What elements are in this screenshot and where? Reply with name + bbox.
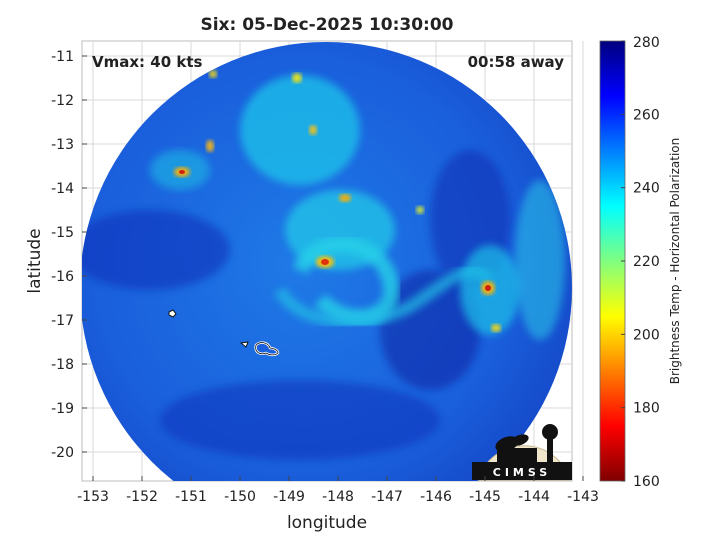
warm-spot-northwest <box>206 140 214 152</box>
y-tick-label: -16 <box>51 269 74 285</box>
colorbar-tick-label: 240 <box>633 181 660 197</box>
colorbar-tick-label: 280 <box>633 35 660 51</box>
x-tick-label: -150 <box>224 489 256 505</box>
y-tick-label: -18 <box>51 357 74 373</box>
microwave-swath <box>82 42 572 481</box>
convective-core-north <box>339 194 351 202</box>
colorbar: 280 260 240 220 200 180 160 Brightness Temp - … <box>599 35 682 490</box>
y-tick-label: -20 <box>51 445 74 461</box>
map-title: Six: 05-Dec-2025 10:30:00 <box>200 15 453 35</box>
island-outline-3-border <box>255 342 279 356</box>
x-tick-label: -144 <box>518 489 550 505</box>
vmax-label: Vmax: 40 kts <box>92 53 202 71</box>
x-tick-label: -148 <box>322 489 354 505</box>
logo-water-tower-leg <box>547 438 553 464</box>
x-tick-label: -145 <box>469 489 501 505</box>
dark-band-south <box>160 380 440 460</box>
y-tick-label: -15 <box>51 225 74 241</box>
cimss-logo: CIMSS <box>472 424 572 481</box>
x-axis-ticks: -153 -152 -151 -150 -149 -148 -147 -146 -145 -144… <box>77 476 599 505</box>
logo-building <box>497 448 537 464</box>
colorbar-tick-label: 200 <box>633 327 660 343</box>
x-tick-label: -143 <box>567 489 599 505</box>
colorbar-label: Brightness Temp - Horizontal Polarizatio… <box>668 138 682 385</box>
x-tick-label: -153 <box>77 489 109 505</box>
colorbar-tick-label: 220 <box>633 254 660 270</box>
convective-core-northwest-hot <box>179 170 185 174</box>
colorbar-tick-label: 260 <box>633 107 660 123</box>
convective-core-east-hot <box>485 285 491 291</box>
logo-base-bar <box>472 462 572 480</box>
cloud-band-north <box>240 75 360 185</box>
y-axis-ticks: -11 -12 -13 -14 -15 -16 -17 -18 -19 -20 <box>51 49 87 461</box>
time-away-label: 00:58 away <box>468 53 565 71</box>
y-tick-label: -17 <box>51 313 74 329</box>
colorbar-gradient <box>599 40 626 482</box>
island-outline-1 <box>168 309 177 318</box>
dark-band-west <box>82 210 230 290</box>
y-tick-label: -14 <box>51 181 74 197</box>
logo-water-tower-top <box>542 424 558 440</box>
island-outline-2 <box>239 341 249 348</box>
y-tick-label: -13 <box>51 137 74 153</box>
convective-core-center-hot <box>321 259 329 265</box>
x-tick-label: -147 <box>371 489 403 505</box>
logo-text: CIMSS <box>493 466 551 479</box>
y-tick-label: -12 <box>51 93 74 109</box>
x-tick-label: -151 <box>175 489 207 505</box>
warm-spot-top <box>209 70 217 78</box>
x-tick-label: -146 <box>420 489 452 505</box>
y-tick-label: -11 <box>51 49 74 65</box>
cloud-band-right-edge <box>515 180 565 340</box>
dark-band-southeast <box>380 270 480 390</box>
colorbar-tick-label: 180 <box>633 401 660 417</box>
warm-spot-southeast <box>491 324 501 332</box>
colorbar-tick-label: 160 <box>633 474 660 490</box>
x-tick-label: -149 <box>273 489 305 505</box>
y-tick-label: -19 <box>51 401 74 417</box>
colorbar-ticks: 280 260 240 220 200 180 160 <box>621 35 660 490</box>
x-tick-label: -152 <box>126 489 158 505</box>
warm-spot-east <box>416 206 424 214</box>
warm-spot-north-2 <box>309 125 317 135</box>
logo-dish-2 <box>511 434 529 446</box>
y-axis-label: latitude <box>25 228 45 293</box>
x-axis-label: longitude <box>287 513 367 533</box>
warm-spot-north-1 <box>292 73 302 83</box>
